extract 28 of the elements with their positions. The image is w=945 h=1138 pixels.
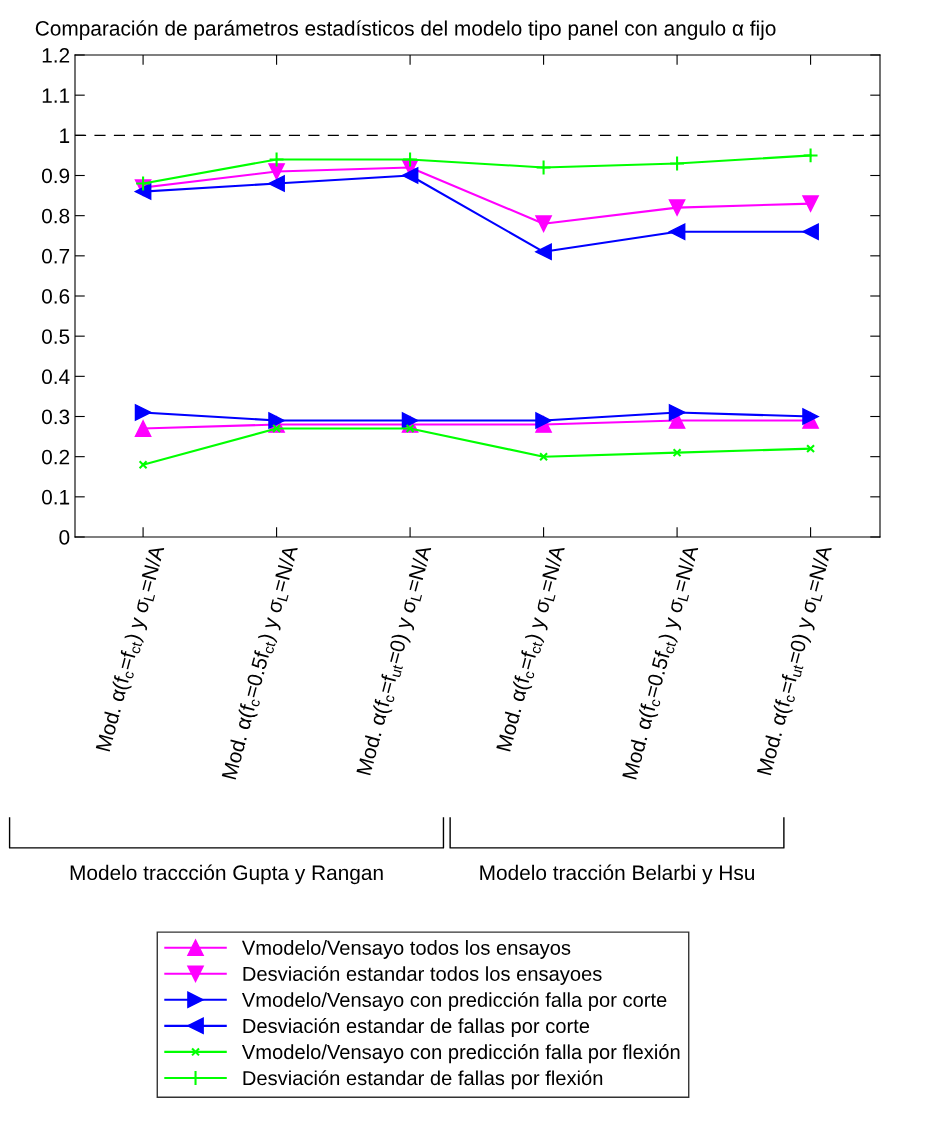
y-tick-label: 0.1	[41, 489, 70, 505]
x-tick-label: Mod. α(f$_{c}$=f$_{ct}$) y σ$_{L}$=N/A	[495, 544, 569, 753]
y-tick-label: 0.3	[41, 409, 70, 425]
y-tick-label: 1.1	[42, 88, 70, 103]
y-tick-label: 0.6	[41, 289, 70, 304]
x-tick-label: Mod. α(f$_{c}$=f$_{ct}$) y σ$_{L}$=N/A	[95, 544, 169, 753]
y-tick-label: 0.2	[41, 449, 70, 465]
y-tick-label: 1	[60, 128, 70, 143]
legend-label: Vmodelo/Vensayo con predicción falla por flexión	[241, 1044, 680, 1064]
legend-label: Desviación estandar todos los ensayoes	[243, 965, 602, 985]
legend-label: Vmodelo/Vensayo con predicción falla por corte	[241, 992, 667, 1012]
chart-title: Comparación de parámetros estadísticos del modelo tipo panel con angulo α fijo	[35, 20, 776, 40]
x-tick-label: Mod. α(f$_{c}$=0.5f$_{ct}$) y σ$_{L}$=N/A	[221, 544, 302, 781]
legend-label: Desviación estandar de fallas por flexión	[243, 1070, 603, 1090]
x-tick-label: Mod. α(f$_{c}$=f$_{ut}$=0) y σ$_{L}$=N/A	[756, 544, 836, 777]
y-tick-label: 0.4	[41, 369, 70, 385]
x-tick-label: Mod. α(f$_{c}$=0.5f$_{ct}$) y σ$_{L}$=N/A	[621, 544, 703, 781]
y-tick-label: 0.7	[41, 248, 70, 264]
legend-label: Desviación estandar de fallas por corte	[243, 1018, 590, 1038]
y-tick-label: 0.9	[41, 168, 70, 184]
legend-label: Vmodelo/Vensayo todos los ensayos	[241, 940, 571, 959]
x-tick-label: Mod. α(f$_{c}$=f$_{ut}$=0) y σ$_{L}$=N/A	[355, 544, 436, 777]
text: Modelo tracción Belarbi y Hsu	[480, 864, 754, 885]
y-tick-label: 0.5	[41, 329, 70, 344]
y-tick-label: 0.8	[41, 208, 70, 224]
y-tick-label: 1.2	[42, 48, 70, 63]
text: Modelo traccción Gupta y Rangan	[70, 864, 383, 885]
y-tick-label: 0	[59, 530, 70, 545]
